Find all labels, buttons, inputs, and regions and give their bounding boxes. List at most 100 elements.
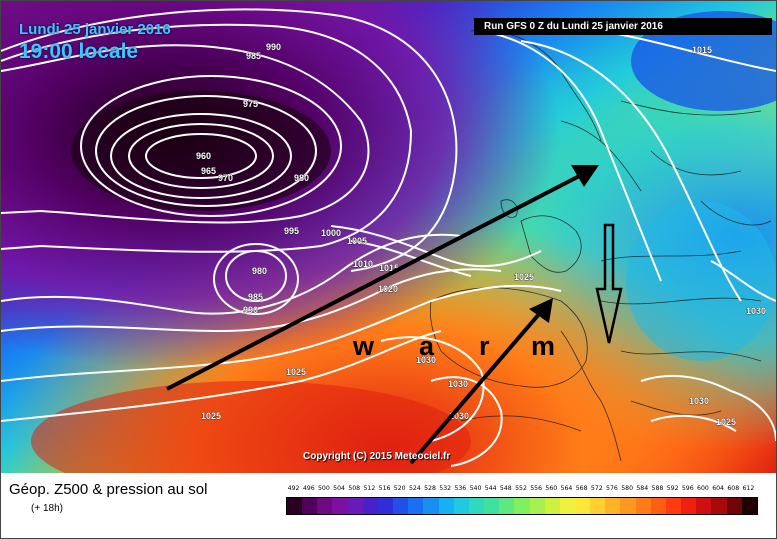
annotation-letter-r: r [479,331,490,361]
color-scale-tick: 608 [727,485,740,492]
svg-text:960: 960 [196,151,211,161]
color-scale-cell [408,498,424,514]
color-scale-tick: 584 [636,485,649,492]
color-scale-tick: 516 [378,485,391,492]
color-scale-tick: 540 [469,485,482,492]
color-scale-cell [620,498,636,514]
color-scale-cell [317,498,333,514]
color-scale-tick: 496 [302,485,315,492]
color-scale-tick: 552 [515,485,527,492]
color-scale-tick: 548 [499,485,512,492]
color-scale-cell [635,498,651,514]
color-scale-cell [423,498,439,514]
color-scale-tick: 536 [454,485,467,492]
map-date: Lundi 25 janvier 2016 [19,21,171,38]
color-scale-tick: 532 [439,485,452,492]
svg-text:1025: 1025 [514,272,534,282]
color-scale-tick: 508 [348,485,361,492]
color-scale-tick: 604 [712,485,724,492]
color-scale-tick: 564 [560,485,573,492]
color-scale-ticks: 492 496 500 504 508 512 516 520 524 528 532 536 540 5… [286,485,756,495]
color-scale-cell [499,498,515,514]
svg-text:980: 980 [252,266,267,276]
color-scale-cell [665,498,682,514]
color-scale-cell [559,498,575,514]
svg-text:970: 970 [218,173,233,183]
svg-text:990: 990 [266,42,281,52]
svg-text:1025: 1025 [201,411,221,421]
color-scale-cell [302,498,318,514]
svg-text:1010: 1010 [353,259,373,269]
color-scale-tick: 580 [621,485,634,492]
annotation-letter-m: m [531,331,556,361]
svg-text:1030: 1030 [689,396,709,406]
svg-text:1030: 1030 [416,355,436,365]
color-scale: 492 496 500 504 508 512 516 520 524 528 532 536 540 5… [286,485,758,515]
color-scale-tick: 592 [666,485,679,492]
color-scale-tick: 520 [393,485,406,492]
color-scale-cell [332,498,348,514]
svg-text:1025: 1025 [286,367,306,377]
color-scale-cell [468,498,485,514]
legend-panel: Géop. Z500 & pression au sol (+ 18h) 492… [1,473,776,538]
color-scale-tick: 524 [408,485,421,492]
color-scale-cell [650,498,666,514]
color-scale-tick: 596 [681,485,694,492]
svg-text:1015: 1015 [379,263,399,273]
color-scale-tick: 560 [545,485,558,492]
color-scale-cell [544,498,560,514]
map-time: 19:00 locale [19,40,139,63]
color-scale-cell [377,498,394,514]
color-scale-tick: 568 [575,485,588,492]
svg-text:1030: 1030 [449,411,469,421]
color-scale-cell [605,498,621,514]
color-scale-cell [362,498,378,514]
svg-text:975: 975 [243,99,258,109]
legend-title: Géop. Z500 & pression au sol [9,481,208,498]
svg-text:1015: 1015 [692,45,712,55]
color-scale-cell [438,498,454,514]
color-scale-cell [514,498,530,514]
svg-text:990: 990 [243,305,258,315]
svg-text:1020: 1020 [378,284,398,294]
color-scale-cell [696,498,712,514]
color-scale-tick: 572 [590,485,603,492]
color-scale-tick: 588 [651,485,664,492]
color-scale-cell [453,498,469,514]
color-scale-tick: 544 [484,485,497,492]
svg-text:1000: 1000 [321,228,341,238]
run-info: Run GFS 0 Z du Lundi 25 janvier 2016 [474,18,772,35]
annotation-arrows [166,165,623,465]
color-scale-tick: 528 [424,485,436,492]
color-scale-cell [393,498,409,514]
color-scale-cell [681,498,697,514]
color-scale-tick: 492 [287,485,300,492]
color-scale-cell [484,498,500,514]
svg-text:1030: 1030 [448,379,468,389]
isobar-lines [1,8,776,467]
copyright-text: Copyright (C) 2015 Meteociel.fr [303,451,451,462]
color-scale-tick: 556 [530,485,543,492]
svg-text:985: 985 [248,292,263,302]
svg-text:1030: 1030 [746,306,766,316]
color-scale-cell [347,498,363,514]
color-scale-cell [741,498,757,514]
map-canvas: 990 985 975 960 965 970 980 995 1000 100… [1,1,776,473]
svg-text:995: 995 [284,226,299,236]
svg-text:965: 965 [201,166,216,176]
color-scale-cell [574,498,591,514]
color-scale-cell [287,498,303,514]
annotation-letter-a: a [419,331,435,361]
weather-map: 990 985 975 960 965 970 980 995 1000 100… [1,1,776,473]
annotation-letter-w: w [353,331,375,361]
color-scale-tick: 500 [317,485,330,492]
legend-subtitle: (+ 18h) [31,503,63,514]
svg-text:1025: 1025 [716,417,736,427]
coastlines [429,29,772,462]
isobar-values: 990 985 975 960 965 970 980 995 1000 100… [196,42,767,428]
svg-text:980: 980 [294,173,309,183]
color-scale-bar [286,497,758,515]
color-scale-cell [529,498,545,514]
svg-text:1005: 1005 [347,236,367,246]
